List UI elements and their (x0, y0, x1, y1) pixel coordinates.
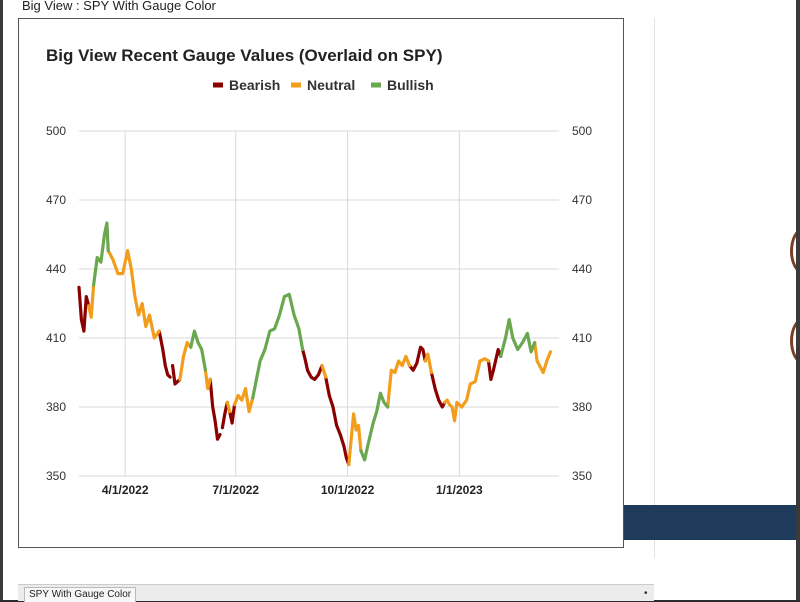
series-line-bullish (499, 318, 537, 358)
series-line-neutral (87, 283, 96, 319)
tab-spy-with-gauge-color[interactable]: SPY With Gauge Color (24, 587, 137, 602)
window-title: Big View : SPY With Gauge Color (22, 0, 216, 13)
legend-label-bullish: Bullish (387, 77, 434, 93)
series-line-bearish (429, 370, 447, 409)
x-tick-label: 10/1/2022 (321, 483, 375, 497)
series-line-neutral (225, 400, 232, 414)
tab-bar-dot: • (644, 588, 648, 599)
right-divider (654, 18, 655, 558)
series-line-bearish (220, 400, 229, 430)
series-line-bullish (189, 329, 207, 372)
y-tick-label-right: 380 (572, 400, 592, 414)
right-gutter (654, 0, 796, 600)
series-line-bullish (359, 391, 390, 462)
series-line-bearish (486, 347, 503, 381)
left-window-edge (0, 0, 3, 600)
series-line-bearish (301, 347, 324, 381)
y-tick-label-right: 440 (572, 262, 592, 276)
chart-frame: Big View Recent Gauge Values (Overlaid o… (18, 18, 624, 548)
y-tick-label-left: 350 (46, 469, 66, 483)
chart-lines (77, 221, 553, 467)
chart-title: Big View Recent Gauge Values (Overlaid o… (46, 46, 442, 65)
bottom-tab-bar: SPY With Gauge Color • (18, 584, 654, 602)
series-line-bullish (251, 292, 305, 400)
series-line-bearish (208, 377, 222, 441)
series-line-neutral (203, 368, 212, 391)
y-tick-label-left: 380 (46, 400, 66, 414)
chart-grid (79, 130, 559, 477)
series-line-neutral (533, 341, 553, 375)
series-line-bearish (171, 364, 182, 386)
legend-label-neutral: Neutral (307, 77, 355, 93)
series-line-bearish (157, 329, 172, 379)
chart-axes: 350 350 380 380 410 410 440 440 470 470 500 500 4/1/… (46, 124, 592, 497)
series-line-bearish (324, 375, 351, 467)
y-tick-label-left: 500 (46, 124, 66, 138)
series-line-bearish (228, 403, 237, 425)
gauge-line-chart: Big View Recent Gauge Values (Overlaid o… (46, 46, 592, 497)
series-line-bullish (91, 221, 110, 287)
right-window-edge (796, 0, 800, 600)
series-line-bearish (407, 345, 427, 372)
y-tick-label-right: 350 (572, 469, 592, 483)
series-line-neutral (106, 249, 161, 340)
y-tick-label-left: 410 (46, 331, 66, 345)
y-tick-label-right: 500 (572, 124, 592, 138)
x-tick-label: 7/1/2022 (212, 483, 259, 497)
series-line-neutral (386, 354, 412, 409)
x-tick-label: 1/1/2023 (436, 483, 483, 497)
series-line-neutral (320, 364, 328, 379)
series-line-neutral (232, 387, 255, 414)
y-tick-label-left: 470 (46, 193, 66, 207)
background-panel (622, 505, 796, 540)
series-line-neutral (423, 352, 433, 375)
y-tick-label-left: 440 (46, 262, 66, 276)
y-tick-label-right: 410 (572, 331, 592, 345)
y-tick-label-right: 470 (572, 193, 592, 207)
series-line-neutral (347, 412, 363, 467)
series-line-neutral (443, 357, 491, 423)
series-line-bearish (77, 285, 91, 333)
chart-legend: Bearish Neutral Bullish (213, 77, 434, 93)
series-line-neutral (178, 341, 193, 381)
legend-label-bearish: Bearish (229, 77, 280, 93)
x-tick-label: 4/1/2022 (102, 483, 149, 497)
